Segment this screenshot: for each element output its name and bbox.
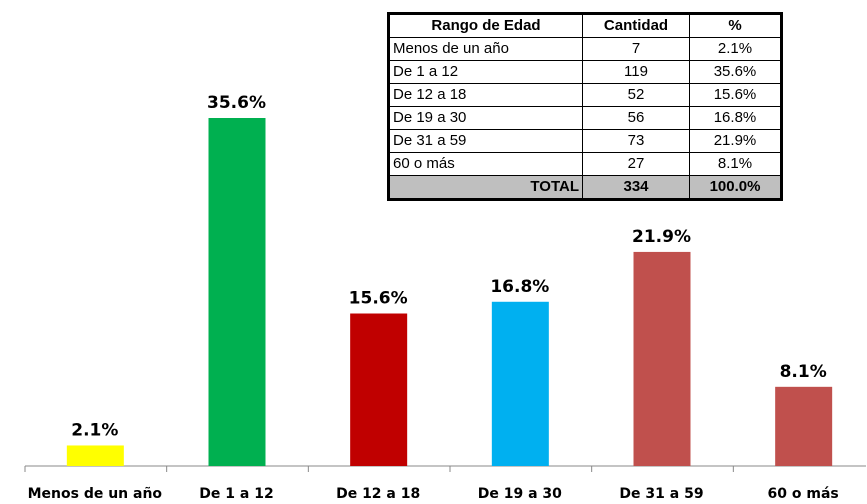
table-cell: 27 [582, 152, 690, 176]
table-cell: 15.6% [689, 83, 782, 107]
table-cell: Menos de un año [388, 37, 583, 61]
x-tick-label: De 12 a 18 [336, 486, 420, 502]
table-cell: 100.0% [689, 175, 782, 200]
table-cell: De 19 a 30 [388, 106, 583, 130]
table-cell: De 1 a 12 [388, 60, 583, 84]
table-cell: 35.6% [689, 60, 782, 84]
table-body: Rango de Edad Cantidad% Menos de un año 7 2.… [388, 13, 782, 200]
table-cell: De 31 a 59 [388, 129, 583, 153]
x-tick-label: Menos de un año [28, 486, 163, 502]
table-row: De 1 a 12 119 35.6% [388, 60, 782, 84]
bar [775, 386, 833, 466]
x-tick-label: De 19 a 30 [478, 486, 562, 502]
table-cell: De 12 a 18 [388, 83, 583, 107]
table-cell: 119 [582, 60, 690, 84]
table-cell: 56 [582, 106, 690, 130]
value-label: 16.8% [490, 277, 549, 297]
table-row: 60 o más 27 8.1% [388, 152, 782, 176]
value-label: 15.6% [349, 289, 408, 309]
bar [633, 251, 691, 466]
table-cell: 8.1% [689, 152, 782, 176]
table-cell: 7 [582, 37, 690, 61]
bar [491, 301, 549, 466]
table-row: De 31 a 59 73 21.9% [388, 129, 782, 153]
table-cell: Rango de Edad [388, 13, 583, 38]
value-label: 8.1% [780, 362, 827, 382]
table-cell: 334 [582, 175, 690, 200]
value-label: 35.6% [207, 93, 266, 113]
table-cell: 60 o más [388, 152, 583, 176]
table-cell: % [689, 13, 782, 38]
bar [350, 313, 408, 466]
table-cell: Cantidad [582, 13, 690, 38]
x-tick-label: 60 o más [768, 486, 839, 502]
data-table: Rango de Edad Cantidad% Menos de un año 7 2.… [387, 12, 783, 201]
table-cell: 73 [582, 129, 690, 153]
x-tick-label: De 31 a 59 [619, 486, 703, 502]
table-cell: 52 [582, 83, 690, 107]
table-row: Menos de un año 7 2.1% [388, 37, 782, 61]
table-cell: 2.1% [689, 37, 782, 61]
table-row: Rango de Edad Cantidad% [388, 13, 782, 38]
value-label: 21.9% [632, 227, 691, 247]
x-tick-label: De 1 a 12 [199, 486, 273, 502]
bar [66, 445, 124, 466]
table-cell: 16.8% [689, 106, 782, 130]
value-label: 2.1% [71, 420, 118, 440]
bar [208, 118, 266, 466]
table-cell: 21.9% [689, 129, 782, 153]
table-row: TOTAL 334 100.0% [388, 175, 782, 200]
table-row: De 19 a 30 56 16.8% [388, 106, 782, 130]
table-cell: TOTAL [388, 175, 583, 200]
table-row: De 12 a 18 52 15.6% [388, 83, 782, 107]
